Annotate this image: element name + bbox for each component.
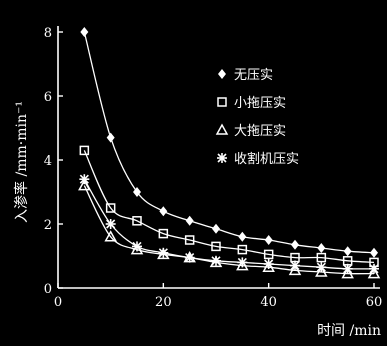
asterisk-marker: [184, 252, 195, 263]
diamond-marker: [106, 132, 115, 143]
fit-curve-series-2: [83, 185, 375, 275]
triangle-marker: [157, 247, 170, 260]
diamond-marker: [185, 215, 194, 226]
legend-label: 收割机压实: [234, 151, 299, 167]
diamond-marker: [291, 239, 299, 250]
diamond-marker: [212, 223, 220, 234]
diamond-marker: [80, 27, 89, 37]
square-marker: [316, 252, 327, 263]
fit-curves: [83, 31, 375, 275]
square-marker: [237, 244, 248, 255]
x-tick-label: 20: [155, 295, 172, 310]
asterisk-marker: [79, 174, 90, 185]
asterisk-marker: [263, 259, 274, 269]
triangle-marker: [104, 230, 117, 242]
triangle-marker: [288, 263, 302, 276]
diamond-marker: [238, 231, 247, 242]
asterisk-marker: [211, 255, 221, 266]
y-tick-label: 2: [44, 218, 52, 233]
square-marker: [263, 249, 274, 260]
y-axis-label: 入渗率 /mm·min⁻¹: [13, 101, 30, 223]
triangle-marker: [78, 179, 91, 191]
y-tick-label: 8: [44, 26, 52, 41]
y-tick-label: 0: [44, 282, 52, 297]
square-marker: [158, 228, 169, 239]
y-tick-label: 6: [44, 90, 52, 105]
diamond-marker: [317, 243, 326, 253]
axes: 0 2 4 6 8 0 20 40 60: [44, 26, 383, 310]
square-marker: [184, 235, 195, 245]
legend-square-marker: [217, 97, 227, 107]
triangle-marker: [341, 267, 354, 279]
legend-triangle-marker: [215, 123, 229, 135]
square-marker: [211, 241, 221, 252]
asterisk-marker: [316, 262, 327, 273]
diamond-marker: [264, 235, 273, 245]
square-marker: [105, 203, 116, 213]
diamond-marker: [343, 246, 352, 257]
y-tick-label: 4: [44, 154, 52, 169]
x-tick-label: 40: [260, 295, 277, 310]
legend-label: 大拖压实: [234, 124, 286, 139]
legend-asterisk-marker: [217, 153, 227, 163]
x-tick-label: 60: [366, 295, 383, 310]
asterisk-marker: [237, 257, 248, 268]
asterisk-marker: [342, 263, 353, 274]
triangle-marker: [367, 267, 381, 279]
fit-curve-series-0: [83, 31, 375, 254]
legend-diamond-marker: [218, 69, 226, 79]
diamond-marker: [133, 187, 141, 197]
x-tick-label: 0: [54, 295, 62, 310]
diamond-marker: [370, 247, 378, 258]
asterisk-marker: [290, 260, 300, 271]
square-marker: [132, 216, 142, 226]
fit-curve-series-1: [83, 150, 375, 264]
square-marker: [79, 145, 90, 156]
asterisk-marker: [158, 247, 169, 258]
legend-label: 无压实: [234, 68, 273, 83]
x-axis-label: 时间 /min: [317, 323, 381, 339]
triangle-marker: [315, 265, 328, 277]
triangle-marker: [209, 255, 223, 268]
asterisk-marker: [105, 219, 116, 229]
fit-curve-series-3: [83, 178, 375, 270]
asterisk-marker: [132, 241, 142, 252]
legend-label: 小拖压实: [234, 96, 286, 111]
asterisk-marker: [369, 263, 379, 274]
diamond-marker: [159, 206, 168, 217]
data-points: [78, 27, 381, 279]
